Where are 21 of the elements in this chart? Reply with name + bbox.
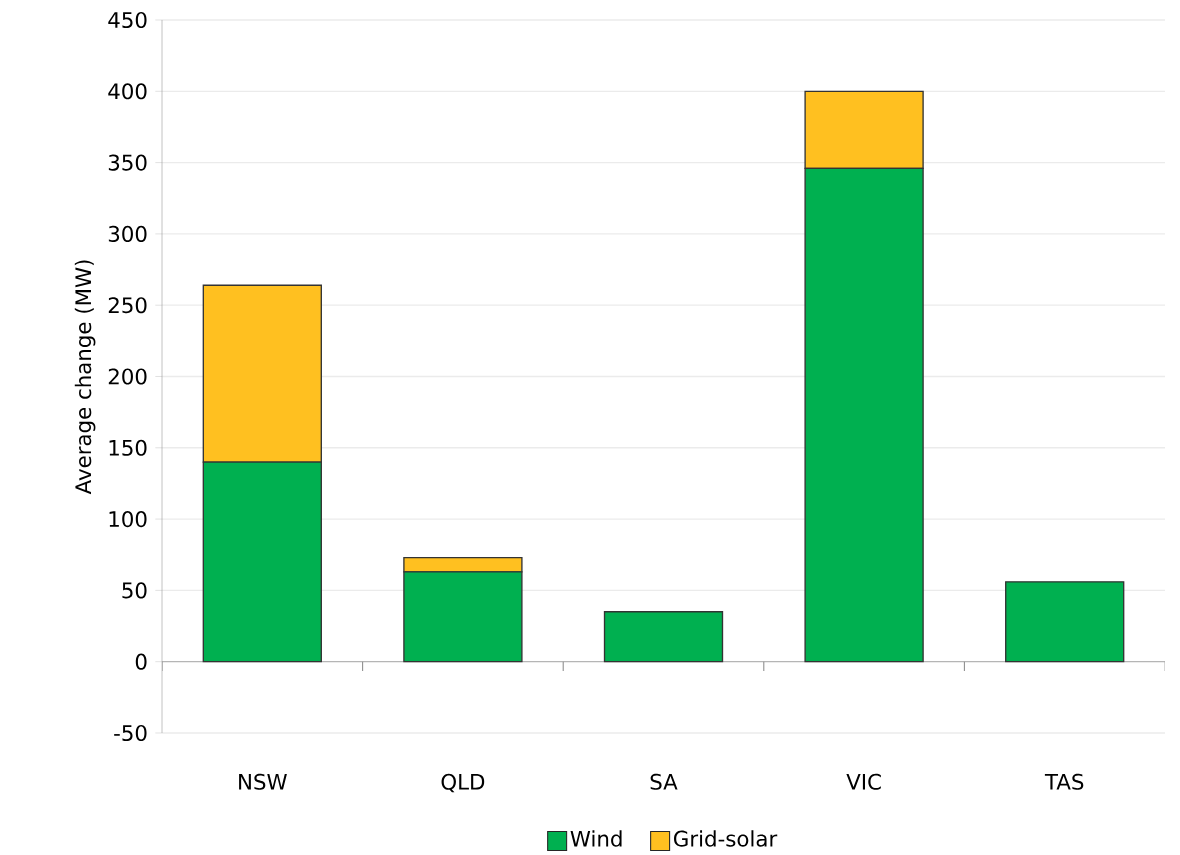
y-tick-label: 450: [108, 11, 147, 29]
y-tick-label: 300: [108, 225, 147, 242]
y-tick-label: 200: [108, 368, 147, 385]
x-tick-label: TAS: [1044, 773, 1084, 790]
y-tick-label: -50: [114, 724, 147, 742]
x-tick-label: SA: [650, 773, 678, 790]
y-tick-label: 150: [109, 439, 147, 456]
y-tick-label: 100: [109, 511, 147, 528]
y-tick-label: 0: [135, 653, 147, 670]
x-tick-label: QLD: [441, 773, 485, 793]
y-tick-label: 250: [108, 297, 147, 314]
x-tick-label: VIC: [846, 773, 881, 790]
legend-label: Wind: [570, 830, 622, 847]
bar: [1005, 581, 1125, 663]
y-tick-label: 50: [122, 582, 147, 599]
y-tick-label: 350: [108, 154, 147, 171]
y-axis-title: Average change (MW): [74, 260, 96, 495]
bar: [603, 611, 724, 663]
y-tick-label: 400: [108, 83, 147, 100]
x-tick-label: NSW: [239, 773, 287, 790]
legend-label: Grid-solar: [674, 830, 778, 847]
